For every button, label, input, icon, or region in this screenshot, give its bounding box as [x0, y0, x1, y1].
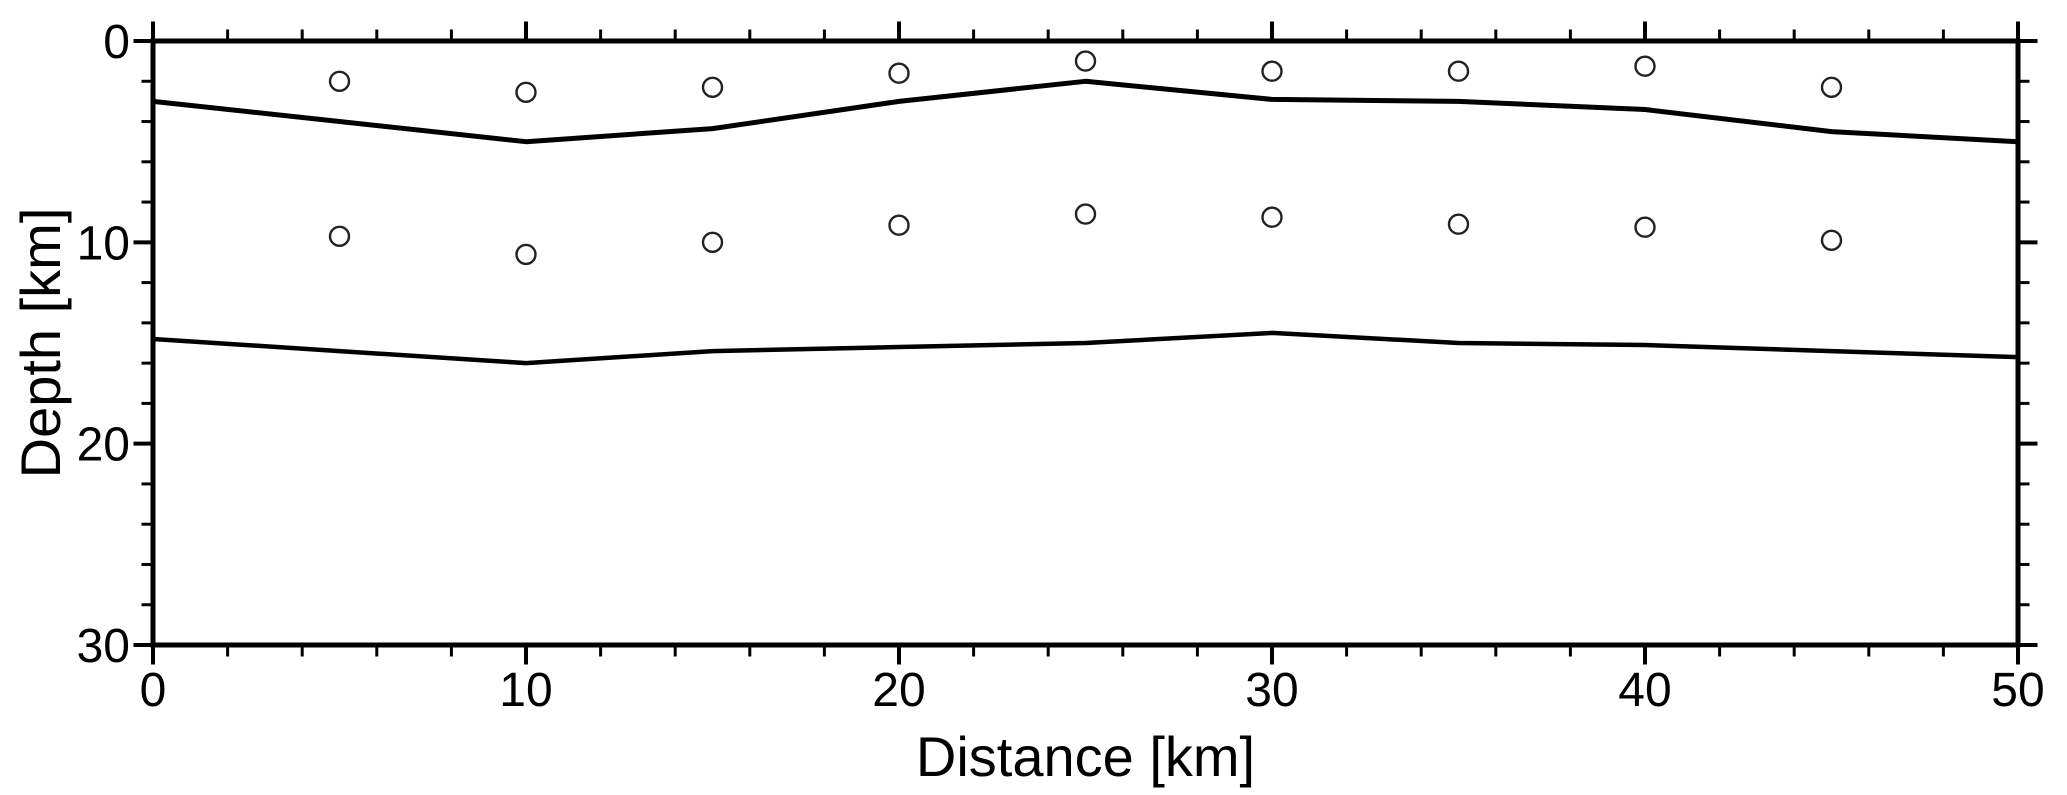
upper-event-marker [701, 76, 724, 99]
lower-interface-line [152, 330, 2019, 366]
y-axis-title: Depth [km] [9, 208, 72, 479]
x-tick-label-20: 20 [872, 664, 925, 717]
plot-frame [150, 38, 2021, 648]
x-tick-label-50: 50 [1991, 664, 2044, 717]
lower-event-marker [515, 243, 537, 266]
upper-event-marker [1820, 76, 1843, 99]
y-tick-label-30: 30 [77, 620, 130, 673]
upper-event-marker [328, 70, 351, 93]
lower-event-marker [1820, 229, 1843, 252]
upper-event-marker [1447, 60, 1470, 82]
x-tick-label-0: 0 [140, 664, 167, 717]
upper-event-marker [515, 81, 537, 104]
upper-event-marker [1634, 55, 1656, 77]
lower-event-marker [1074, 203, 1097, 225]
x-tick-label-40: 40 [1618, 664, 1671, 717]
x-tick-label-30: 30 [1245, 664, 1298, 717]
upper-event-marker [1074, 50, 1097, 72]
y-tick-label-10: 10 [77, 217, 130, 270]
lower-event-marker [1447, 213, 1470, 235]
lower-event-marker [1634, 216, 1656, 238]
lower-event-marker [328, 225, 351, 248]
y-tick-label-0: 0 [103, 16, 130, 69]
upper-event-marker [1261, 60, 1283, 82]
x-tick-label-10: 10 [499, 664, 552, 717]
upper-interface-line [152, 78, 2019, 145]
upper-event-marker [888, 62, 910, 84]
lower-event-marker [1261, 206, 1283, 228]
lower-event-marker [888, 214, 910, 236]
y-tick-label-20: 20 [77, 419, 130, 472]
lower-event-marker [701, 231, 724, 254]
x-axis-title: Distance [km] [916, 725, 1255, 788]
